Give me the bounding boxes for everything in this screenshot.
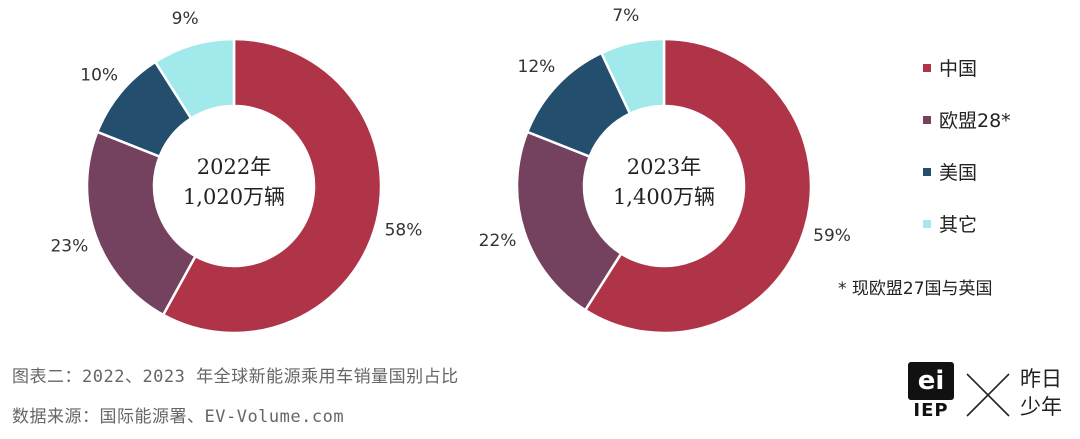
cross-icon [966, 373, 1010, 417]
logo-ei-mark: ei [908, 362, 954, 400]
donut-2-data-label-4: 7% [612, 6, 639, 26]
donut-1-slice-2 [85, 130, 198, 317]
legend-swatch-2 [923, 116, 931, 124]
legend-swatch-3 [923, 168, 931, 176]
donut-1-slice-4 [153, 37, 236, 121]
logo-name-line-2: 少年 [1020, 395, 1062, 419]
figure-caption: 图表二：2022、2023 年全球新能源乘用车销量国别占比 [12, 367, 459, 387]
iep-logo: ei IEP [908, 362, 954, 422]
donut-2-center-label-1: 2023年 [627, 155, 701, 179]
legend-label-1: 中国 [939, 58, 977, 80]
donut-1-slice-1 [161, 37, 383, 335]
legend-label-2: 欧盟28* [939, 110, 1011, 132]
legend-swatch-1 [923, 64, 931, 72]
logo-name: 昨日 少年 [1020, 365, 1062, 421]
legend-footnote: * 现欧盟27国与英国 [838, 279, 993, 299]
legend-swatch-4 [923, 220, 931, 228]
donut-2-slice-1 [583, 37, 813, 335]
donut-1-data-label-1: 58% [385, 221, 423, 241]
donut-2-data-label-3: 12% [518, 57, 556, 77]
logo-name-line-1: 昨日 [1020, 367, 1062, 391]
legend-label-3: 美国 [939, 162, 977, 184]
donut-1-center-label-2: 1,020万辆 [183, 185, 285, 209]
donut-1-data-label-4: 9% [172, 9, 199, 29]
donut-1-data-label-2: 23% [50, 236, 88, 256]
logo-brand: IEP [913, 400, 949, 421]
donut-2-slice-4 [599, 37, 666, 116]
donut-2-data-label-1: 59% [813, 226, 851, 246]
donut-2-slice-2 [515, 130, 623, 312]
source-caption: 数据来源：国际能源署、EV-Volume.com [12, 407, 345, 427]
legend-label-4: 其它 [939, 214, 977, 236]
donut-2-data-label-2: 22% [479, 231, 517, 251]
donut-1-center-label-1: 2022年 [197, 155, 271, 179]
donut-1-data-label-3: 10% [80, 65, 118, 85]
donut-2-center-label-2: 1,400万辆 [613, 185, 715, 209]
